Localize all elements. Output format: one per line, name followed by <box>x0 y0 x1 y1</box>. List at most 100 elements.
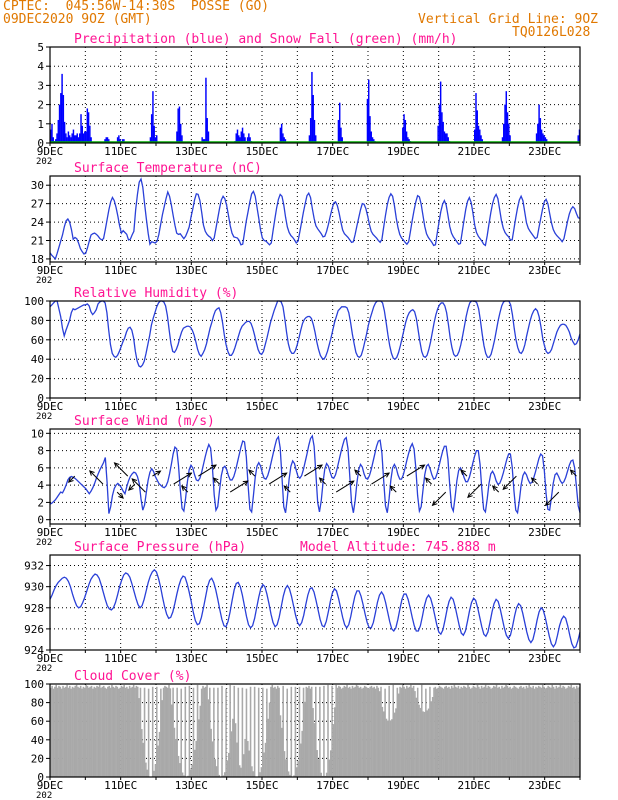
bar <box>494 686 496 777</box>
x-tick-label: 15DEC <box>245 264 278 277</box>
bar <box>73 687 75 777</box>
bar <box>295 767 298 777</box>
bar <box>175 738 177 777</box>
bar <box>69 685 71 777</box>
bar <box>474 129 476 143</box>
bar <box>505 91 508 143</box>
bar <box>552 686 555 777</box>
bar <box>357 685 359 777</box>
bar <box>506 112 509 143</box>
bar <box>337 119 340 143</box>
x-tick-label: 17DEC <box>316 400 349 413</box>
bar <box>502 687 505 777</box>
bar <box>170 704 173 777</box>
wind-arrow <box>502 475 517 491</box>
bar <box>202 685 204 777</box>
bar <box>123 139 125 143</box>
bar <box>150 114 153 143</box>
y-tick-label: 3 <box>37 79 44 92</box>
bar <box>158 731 161 777</box>
bar <box>437 125 439 143</box>
bar <box>439 81 442 143</box>
bar <box>202 139 205 143</box>
bar <box>70 137 72 143</box>
y-tick-label: 27 <box>31 198 44 211</box>
bar <box>213 687 215 777</box>
bar <box>58 685 60 777</box>
bar <box>83 687 86 777</box>
bar <box>229 684 231 777</box>
bar <box>61 73 63 143</box>
bar <box>222 775 225 777</box>
bar <box>100 687 102 777</box>
y-tick-label: 20 <box>31 373 44 386</box>
bar <box>177 755 180 777</box>
bar <box>508 123 510 143</box>
plot-frame <box>49 428 581 525</box>
bar <box>343 685 346 777</box>
bar <box>406 685 408 777</box>
bar <box>468 686 471 777</box>
x-tick-label: 9DEC <box>37 145 64 158</box>
bar <box>165 686 168 777</box>
bar <box>86 685 89 777</box>
bar <box>244 137 246 143</box>
bar <box>203 139 206 143</box>
panel-title: Precipitation (blue) and Snow Fall (gree… <box>74 32 458 47</box>
bar <box>306 687 309 777</box>
bar <box>372 687 374 777</box>
bar <box>51 123 53 143</box>
bar <box>348 686 351 777</box>
x-tick-label: 15DEC <box>245 526 278 539</box>
bar <box>475 93 477 143</box>
x-year-stub: 202 <box>36 538 52 548</box>
bar <box>355 684 358 777</box>
bar <box>528 684 530 777</box>
bar <box>347 687 350 777</box>
y-tick-label: 30 <box>31 179 44 192</box>
y-tick-label: 8 <box>37 445 44 458</box>
bar <box>544 688 547 777</box>
bar <box>89 686 91 777</box>
bar <box>89 125 91 143</box>
bar <box>75 684 78 777</box>
bar <box>565 688 567 777</box>
x-tick-label: 11DEC <box>104 145 137 158</box>
bar <box>408 139 410 143</box>
bar <box>160 688 162 777</box>
bar <box>80 114 82 143</box>
x-tick-label: 21DEC <box>457 264 490 277</box>
bar <box>555 685 558 777</box>
bar <box>122 686 124 777</box>
bar <box>284 139 287 143</box>
bar <box>168 684 170 777</box>
header-run-code: TQ0126L028 <box>512 25 591 40</box>
bar <box>179 123 182 143</box>
bar <box>560 687 563 777</box>
bar <box>504 104 506 143</box>
wind-arrow <box>371 472 391 485</box>
bar <box>482 687 484 777</box>
wind-arrow <box>491 485 500 493</box>
bar <box>558 686 560 777</box>
bar <box>471 687 473 777</box>
wind-arrow <box>431 491 447 507</box>
x-tick-label: 13DEC <box>175 264 208 277</box>
bar <box>377 687 380 777</box>
bar <box>63 687 66 777</box>
bar <box>108 685 110 777</box>
x-year-stub: 202 <box>36 664 52 674</box>
bar <box>128 685 131 777</box>
bar <box>388 685 390 777</box>
bar <box>464 686 467 777</box>
panel-title: Relative Humidity (%) <box>74 286 238 301</box>
bar <box>141 729 143 777</box>
bar <box>166 687 169 777</box>
y-tick-label: 932 <box>24 560 44 573</box>
panel-title: Surface Wind (m/s) <box>74 414 215 429</box>
bar <box>434 686 437 777</box>
bar <box>465 687 468 777</box>
bar <box>365 686 367 777</box>
bar <box>81 688 83 777</box>
bar <box>104 687 106 777</box>
